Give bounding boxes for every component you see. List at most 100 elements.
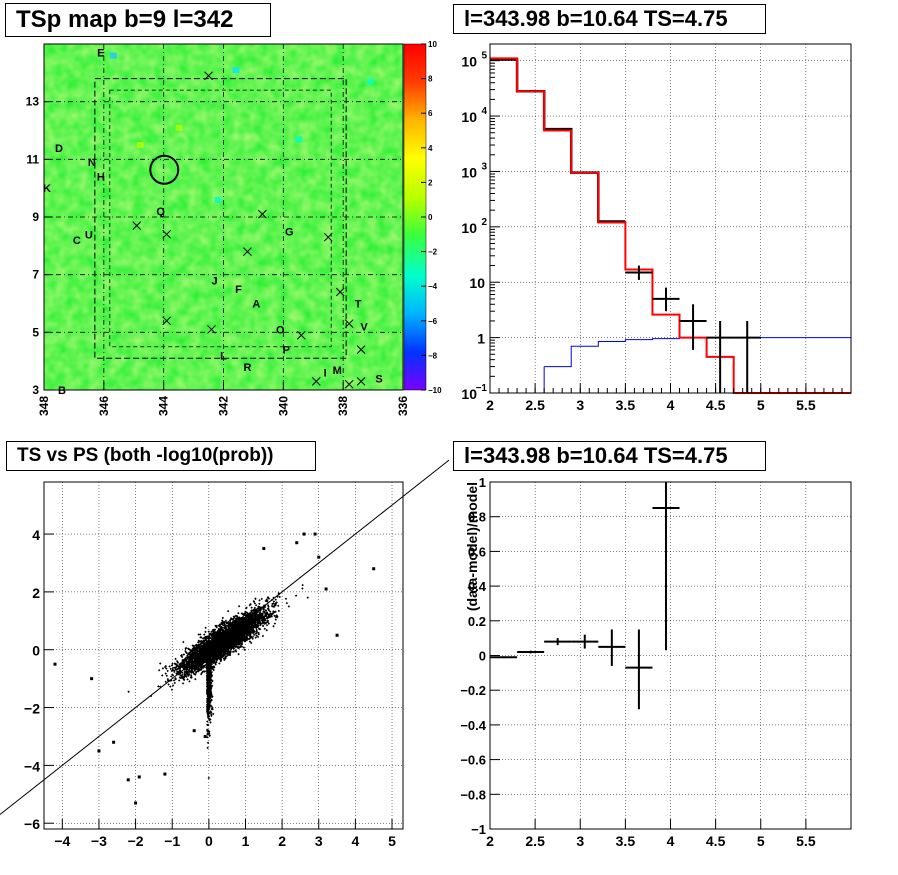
plot-frame	[43, 481, 404, 830]
y-tick-label: 7	[32, 268, 39, 282]
spectrum-title: l=343.98 b=10.64 TS=4.75	[453, 4, 766, 34]
x-tick-label: 4	[667, 397, 675, 413]
outlier-point	[313, 532, 317, 536]
source-label: J	[211, 275, 217, 287]
outlier-point	[192, 729, 196, 733]
y-axis-label: (data-model)/model	[464, 482, 480, 611]
y-tick-label: 10	[461, 54, 477, 70]
x-tick-label: 342	[217, 396, 231, 416]
source-cross-marker	[323, 232, 333, 242]
outlier-point	[317, 555, 321, 559]
source-cross-marker	[356, 345, 366, 354]
total-model-line	[490, 57, 851, 394]
color-scale-label: −6	[428, 317, 438, 326]
x-tick-label: 3	[576, 833, 584, 849]
color-scale-label: 4	[428, 144, 433, 153]
x-tick-label: 5.5	[796, 833, 816, 849]
color-scale-label: 2	[428, 178, 433, 187]
outlier-point	[163, 772, 167, 776]
y-tick-label: 10	[461, 386, 477, 402]
y-tick-label: 0	[32, 643, 40, 659]
outlier-point	[53, 662, 57, 666]
color-scale-label: −4	[428, 282, 438, 291]
source-label: S	[375, 373, 382, 385]
fluctuation-patch	[136, 142, 144, 149]
y-tick-label: 10	[461, 109, 477, 125]
source-label: V	[360, 322, 368, 334]
y-tick-label: 9	[32, 210, 39, 224]
fluctuation-patch	[367, 78, 375, 85]
y-tick-label: −1	[471, 822, 486, 837]
source-label: R	[243, 362, 251, 374]
fluctuation-patch	[109, 52, 117, 59]
source-cross-marker	[311, 376, 321, 386]
x-tick-label: 340	[276, 396, 290, 416]
source-cross-marker	[344, 379, 354, 389]
x-tick-label: 2	[486, 397, 494, 413]
y-tick-label: 4	[32, 527, 40, 543]
scatter-title: TS vs PS (both -log10(prob))	[6, 441, 316, 471]
source-label: P	[283, 345, 290, 357]
y-tick-label: 1	[479, 475, 486, 490]
outlier-point	[134, 801, 138, 805]
outlier-point	[137, 775, 141, 779]
source-cross-marker	[356, 376, 366, 386]
fluctuation-patch	[295, 136, 303, 143]
x-tick-label: 4	[351, 833, 359, 849]
source-cross-marker	[344, 319, 354, 329]
source-label: G	[285, 226, 294, 238]
y-tick-label: 0.4	[468, 579, 487, 594]
y-tick-label: −0.4	[460, 718, 486, 733]
x-tick-label: −2	[128, 833, 144, 849]
outlier-point	[335, 633, 339, 637]
reference-diagonal	[0, 459, 449, 815]
ts-vs-ps-scatter: −4 −3 −2 −1 0 1 2 3 4 5 −6 −4 −2 0 2 4	[0, 459, 449, 849]
color-scale: 10 8 6 4 2 0 −2 −4 −6 −8 −10	[403, 40, 442, 395]
x-tick-label: −3	[91, 833, 107, 849]
source-label: U	[85, 229, 93, 241]
y-tick-exponent: 3	[481, 161, 487, 172]
x-tick-label: 348	[37, 396, 51, 416]
y-tick-label: 0.8	[468, 510, 486, 525]
x-tick-label: −4	[54, 833, 70, 849]
source-label: H	[97, 172, 105, 184]
source-label: F	[235, 284, 242, 296]
y-tick-label: −4	[24, 758, 40, 774]
y-tick-label: 10	[461, 164, 477, 180]
x-tick-label: 1	[242, 833, 250, 849]
source-label: T	[355, 299, 362, 311]
x-tick-label: 344	[157, 396, 171, 416]
color-scale-label: −2	[428, 248, 438, 257]
x-tick-label: 346	[97, 396, 111, 416]
residual-plot: 2 2.5 3 3.5 4 4.5 5 5.5 −1 −0.8 −0.6 −0.4 −0.2 0 0.2 0.…	[460, 475, 852, 849]
y-tick-label: 13	[26, 95, 40, 109]
y-tick-label: 5	[32, 325, 39, 339]
x-tick-label: 2	[278, 833, 286, 849]
y-tick-exponent: 2	[481, 217, 487, 228]
y-tick-label: −0.2	[460, 683, 486, 698]
x-tick-label: 3	[576, 397, 584, 413]
x-tick-label: 4.5	[706, 397, 726, 413]
source-label: K	[43, 183, 51, 195]
outlier-point	[372, 567, 376, 571]
y-tick-exponent: 4	[481, 106, 487, 117]
source-cross-marker	[204, 71, 213, 81]
source-label: E	[97, 48, 104, 60]
outlier-point	[324, 587, 328, 591]
x-tick-label: 3	[315, 833, 323, 849]
source-label: O	[276, 324, 285, 336]
y-tick-exponent: −1	[476, 383, 488, 394]
y-tick-label: −0.6	[460, 753, 486, 768]
source-label: B	[58, 385, 66, 397]
outlier-point	[90, 677, 94, 681]
x-tick-label: −1	[164, 833, 180, 849]
source-cross-marker	[258, 209, 267, 219]
source-label: M	[333, 365, 342, 377]
source-cross-marker	[243, 247, 252, 256]
data-histogram	[490, 58, 626, 223]
scatter-plot: −4 −3 −2 −1 0 1 2 3 4 5 −6 −4 −2 0 2 4	[24, 481, 404, 849]
selected-position-circle	[149, 154, 180, 185]
x-tick-label: 5	[757, 833, 765, 849]
source-cross-marker	[207, 325, 216, 334]
